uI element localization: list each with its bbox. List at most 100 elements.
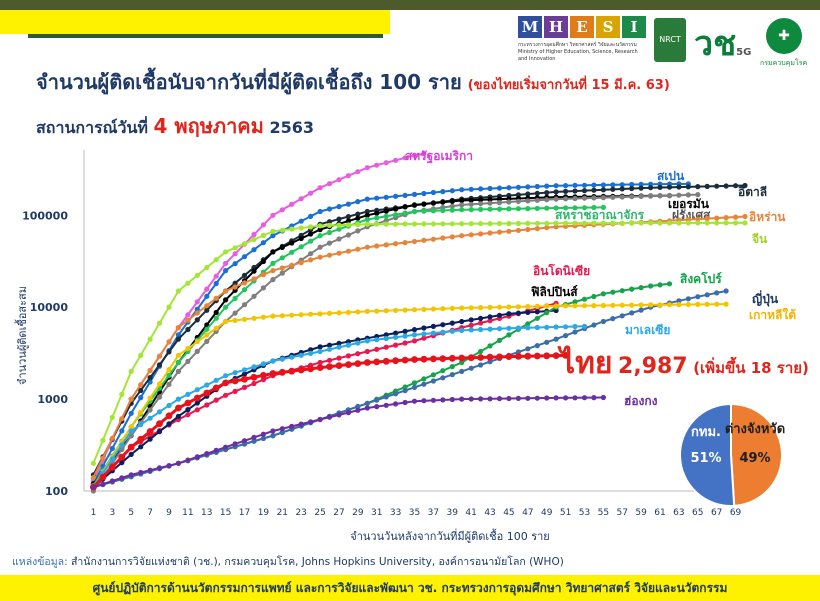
data-point bbox=[345, 361, 352, 368]
data-point bbox=[506, 395, 512, 402]
data-point bbox=[581, 205, 588, 211]
data-point bbox=[525, 346, 531, 352]
data-point bbox=[364, 308, 370, 314]
situation-day-month: 4 พฤษภาคม bbox=[153, 114, 264, 138]
x-axis-label: จำนวนวันหลังจากวันที่มีผู้ติดเชื้อ 100 ร… bbox=[350, 528, 549, 543]
data-point bbox=[534, 343, 540, 349]
series-label: สหรัฐอเมริกา bbox=[405, 149, 473, 164]
situation-year: 2563 bbox=[269, 118, 314, 137]
data-point bbox=[355, 340, 361, 346]
data-point bbox=[345, 218, 351, 224]
data-point bbox=[185, 326, 191, 333]
data-point bbox=[515, 353, 522, 360]
data-point bbox=[459, 318, 465, 325]
data-point bbox=[505, 353, 513, 360]
data-point bbox=[260, 431, 266, 437]
data-point bbox=[506, 199, 512, 205]
data-point bbox=[411, 356, 418, 363]
data-point bbox=[308, 419, 314, 425]
data-point bbox=[393, 342, 399, 348]
data-point bbox=[648, 302, 654, 308]
data-point bbox=[714, 183, 720, 189]
data-point bbox=[638, 285, 644, 291]
data-point bbox=[278, 368, 286, 376]
data-point bbox=[421, 201, 427, 207]
data-point bbox=[223, 304, 229, 310]
data-point bbox=[241, 280, 248, 286]
data-point bbox=[364, 244, 370, 250]
data-point bbox=[733, 214, 739, 220]
x-tick-label: 39 bbox=[447, 508, 459, 518]
data-point bbox=[496, 200, 503, 206]
data-point bbox=[440, 199, 446, 205]
data-point bbox=[515, 184, 522, 190]
data-point bbox=[676, 220, 682, 226]
data-point bbox=[175, 413, 181, 419]
data-point bbox=[317, 185, 323, 191]
data-point bbox=[430, 208, 436, 214]
data-point bbox=[685, 192, 691, 198]
data-point bbox=[336, 222, 342, 228]
data-point bbox=[402, 221, 408, 227]
data-point bbox=[166, 421, 172, 427]
data-point bbox=[374, 337, 380, 343]
data-point bbox=[421, 190, 427, 197]
data-point bbox=[572, 299, 578, 305]
data-point bbox=[147, 407, 153, 413]
data-point bbox=[251, 247, 257, 253]
data-point bbox=[648, 283, 654, 289]
data-point bbox=[298, 235, 304, 242]
data-point bbox=[525, 395, 531, 401]
data-point bbox=[204, 293, 210, 299]
data-point bbox=[241, 302, 248, 308]
data-point bbox=[478, 326, 484, 333]
data-point bbox=[138, 409, 144, 416]
data-point bbox=[459, 187, 465, 193]
data-point bbox=[449, 372, 455, 378]
data-point bbox=[317, 233, 323, 239]
data-point bbox=[581, 220, 588, 226]
data-point bbox=[128, 410, 134, 416]
data-point bbox=[185, 280, 191, 286]
data-point bbox=[147, 367, 153, 374]
data-point bbox=[374, 221, 380, 227]
data-point bbox=[666, 220, 673, 226]
data-point bbox=[118, 453, 126, 461]
series-label: อินโดนิเซีย bbox=[533, 263, 590, 278]
data-point bbox=[525, 226, 531, 233]
data-point bbox=[685, 296, 691, 302]
data-point bbox=[109, 435, 115, 441]
data-point bbox=[374, 210, 380, 216]
data-point bbox=[364, 400, 370, 406]
data-point bbox=[411, 327, 418, 333]
data-point bbox=[430, 397, 436, 403]
data-point bbox=[487, 343, 493, 349]
data-point bbox=[657, 282, 663, 288]
data-point bbox=[572, 182, 578, 188]
data-point bbox=[676, 192, 682, 198]
data-point bbox=[108, 463, 116, 471]
series-label: ฟิลิปปินส์ bbox=[531, 285, 578, 299]
data-point bbox=[307, 365, 314, 373]
data-point bbox=[563, 205, 569, 211]
data-point bbox=[194, 317, 200, 323]
data-point bbox=[289, 226, 295, 232]
data-point bbox=[496, 326, 503, 332]
data-point bbox=[166, 304, 172, 310]
data-point bbox=[383, 402, 389, 408]
data-point bbox=[279, 244, 285, 250]
data-point bbox=[563, 220, 569, 226]
data-point bbox=[270, 433, 276, 439]
data-point bbox=[364, 348, 370, 355]
data-point bbox=[459, 207, 465, 213]
data-point bbox=[326, 240, 333, 246]
situation-prefix: สถานการณ์วันที่ bbox=[36, 118, 148, 137]
data-point bbox=[421, 376, 427, 382]
pie-label: กทม. bbox=[691, 425, 721, 440]
data-point bbox=[487, 196, 493, 203]
title-rule bbox=[28, 34, 383, 38]
data-point bbox=[345, 309, 351, 315]
data-point bbox=[345, 173, 351, 179]
data-point bbox=[544, 205, 550, 211]
data-point bbox=[478, 320, 484, 326]
